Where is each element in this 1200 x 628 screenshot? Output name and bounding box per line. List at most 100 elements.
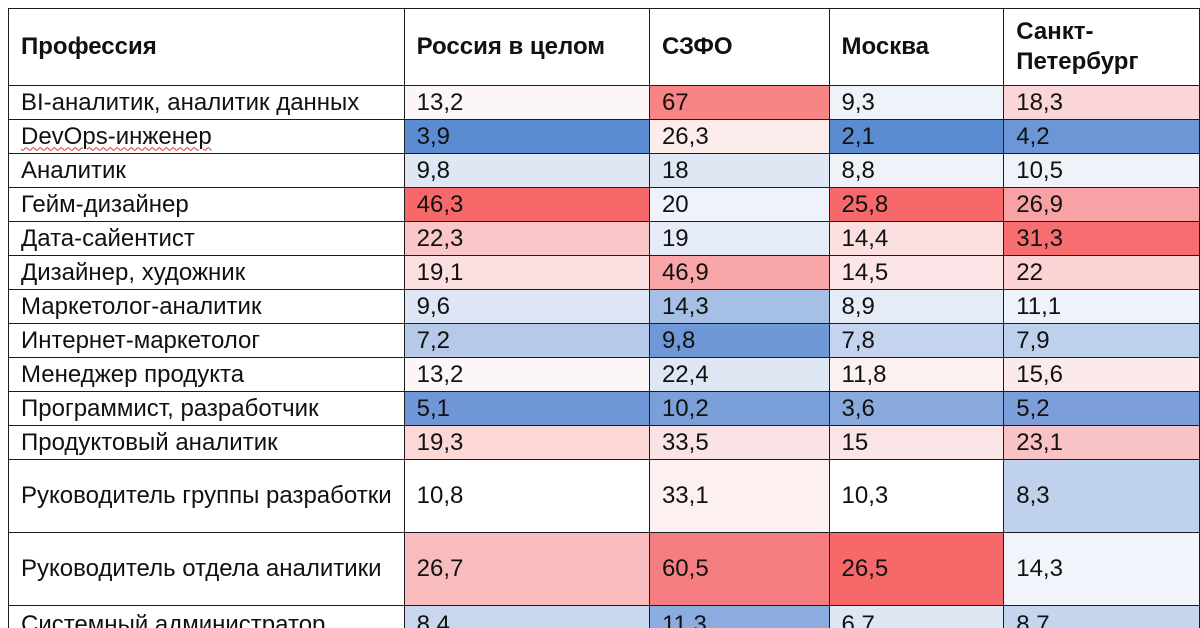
profession-label: Аналитик (21, 156, 126, 184)
profession-label: Дата-сайентист (21, 224, 195, 252)
value-cell[interactable]: 26,3 (648, 119, 830, 154)
value-cell[interactable]: 8,9 (828, 289, 1005, 324)
table-row: Менеджер продукта 13,2 22,4 11,8 15,6 (8, 357, 1200, 392)
value-cell[interactable]: 11,3 (648, 605, 830, 628)
value-cell[interactable]: 33,5 (648, 425, 830, 460)
value-cell[interactable]: 14,5 (828, 255, 1005, 290)
value-cell[interactable]: 6,7 (828, 605, 1005, 628)
profession-label: BI-аналитик, аналитик данных (21, 88, 360, 116)
value-cell[interactable]: 19,1 (403, 255, 650, 290)
profession-cell[interactable]: BI-аналитик, аналитик данных (8, 85, 405, 120)
header-szfo[interactable]: СЗФО (648, 8, 830, 86)
profession-label: Гейм-дизайнер (21, 190, 189, 218)
value-cell[interactable]: 9,6 (403, 289, 650, 324)
profession-label: Маркетолог-аналитик (21, 292, 262, 320)
value-cell[interactable]: 22,4 (648, 357, 830, 392)
header-spb[interactable]: Санкт-Петербург (1003, 8, 1200, 86)
header-moscow[interactable]: Москва (828, 8, 1005, 86)
table-row: Программист, разработчик 5,1 10,2 3,6 5,2 (8, 391, 1200, 426)
profession-cell[interactable]: Продуктовый аналитик (8, 425, 405, 460)
value-cell[interactable]: 67 (648, 85, 830, 120)
value-cell[interactable]: 3,6 (828, 391, 1005, 426)
value-cell[interactable]: 26,9 (1003, 187, 1200, 222)
value-cell[interactable]: 7,9 (1003, 323, 1200, 358)
value-cell[interactable]: 9,3 (828, 85, 1005, 120)
value-cell[interactable]: 18,3 (1003, 85, 1200, 120)
header-russia[interactable]: Россия в целом (403, 8, 650, 86)
profession-cell[interactable]: Дизайнер, художник (8, 255, 405, 290)
value-cell[interactable]: 31,3 (1003, 221, 1200, 256)
value-cell[interactable]: 9,8 (648, 323, 830, 358)
profession-cell[interactable]: Руководитель отдела аналитики (8, 532, 405, 606)
table-row: Аналитик 9,8 18 8,8 10,5 (8, 153, 1200, 188)
profession-cell[interactable]: Программист, разработчик (8, 391, 405, 426)
value-cell[interactable]: 60,5 (648, 532, 830, 606)
value-cell[interactable]: 13,2 (403, 85, 650, 120)
profession-label: Менеджер продукта (21, 360, 245, 388)
table-row: Продуктовый аналитик 19,3 33,5 15 23,1 (8, 425, 1200, 460)
value-cell[interactable]: 7,2 (403, 323, 650, 358)
profession-label: Руководитель отдела аналитики (21, 555, 382, 582)
value-cell[interactable]: 19 (648, 221, 830, 256)
table-row: Маркетолог-аналитик 9,6 14,3 8,9 11,1 (8, 289, 1200, 324)
profession-label: Руководитель группы разработки (21, 482, 392, 509)
value-cell[interactable]: 22,3 (403, 221, 650, 256)
value-cell[interactable]: 19,3 (403, 425, 650, 460)
value-cell[interactable]: 8,8 (828, 153, 1005, 188)
value-cell[interactable]: 10,5 (1003, 153, 1200, 188)
profession-label: Дизайнер, художник (21, 258, 246, 286)
table-row: Дизайнер, художник 19,1 46,9 14,5 22 (8, 255, 1200, 290)
profession-cell[interactable]: Системный администратор (8, 605, 405, 628)
value-cell[interactable]: 3,9 (403, 119, 650, 154)
value-cell[interactable]: 8,3 (1003, 459, 1200, 533)
profession-label: Системный администратор (21, 611, 326, 628)
profession-cell[interactable]: Маркетолог-аналитик (8, 289, 405, 324)
value-cell[interactable]: 11,8 (828, 357, 1005, 392)
profession-label: Продуктовый аналитик (21, 428, 278, 456)
value-cell[interactable]: 14,3 (648, 289, 830, 324)
value-cell[interactable]: 14,4 (828, 221, 1005, 256)
table-row: Руководитель группы разработки 10,8 33,1 10… (8, 459, 1200, 533)
value-cell[interactable]: 26,7 (403, 532, 650, 606)
value-cell[interactable]: 10,8 (403, 459, 650, 533)
profession-cell[interactable]: Менеджер продукта (8, 357, 405, 392)
value-cell[interactable]: 14,3 (1003, 532, 1200, 606)
profession-label: DevOps-инженер (21, 122, 212, 150)
salary-table: Профессия Россия в целом СЗФО Москва Сан… (8, 8, 1200, 628)
header-profession[interactable]: Профессия (8, 8, 405, 86)
value-cell[interactable]: 9,8 (403, 153, 650, 188)
value-cell[interactable]: 23,1 (1003, 425, 1200, 460)
value-cell[interactable]: 11,1 (1003, 289, 1200, 324)
value-cell[interactable]: 7,8 (828, 323, 1005, 358)
value-cell[interactable]: 25,8 (828, 187, 1005, 222)
value-cell[interactable]: 22 (1003, 255, 1200, 290)
value-cell[interactable]: 8,4 (403, 605, 650, 628)
value-cell[interactable]: 13,2 (403, 357, 650, 392)
profession-cell[interactable]: Руководитель группы разработки (8, 459, 405, 533)
profession-cell[interactable]: DevOps-инженер (8, 119, 405, 154)
value-cell[interactable]: 15 (828, 425, 1005, 460)
value-cell[interactable]: 5,1 (403, 391, 650, 426)
value-cell[interactable]: 10,3 (828, 459, 1005, 533)
value-cell[interactable]: 2,1 (828, 119, 1005, 154)
value-cell[interactable]: 46,9 (648, 255, 830, 290)
table-row: Интернет-маркетолог 7,2 9,8 7,8 7,9 (8, 323, 1200, 358)
header-row: Профессия Россия в целом СЗФО Москва Сан… (8, 8, 1200, 86)
table-row: BI-аналитик, аналитик данных 13,2 67 9,3 18,… (8, 85, 1200, 120)
profession-label: Интернет-маркетолог (21, 326, 261, 354)
value-cell[interactable]: 8,7 (1003, 605, 1200, 628)
value-cell[interactable]: 20 (648, 187, 830, 222)
value-cell[interactable]: 26,5 (828, 532, 1005, 606)
value-cell[interactable]: 5,2 (1003, 391, 1200, 426)
value-cell[interactable]: 33,1 (648, 459, 830, 533)
value-cell[interactable]: 15,6 (1003, 357, 1200, 392)
profession-cell[interactable]: Аналитик (8, 153, 405, 188)
table-row: Гейм-дизайнер 46,3 20 25,8 26,9 (8, 187, 1200, 222)
profession-cell[interactable]: Интернет-маркетолог (8, 323, 405, 358)
profession-cell[interactable]: Дата-сайентист (8, 221, 405, 256)
profession-cell[interactable]: Гейм-дизайнер (8, 187, 405, 222)
value-cell[interactable]: 46,3 (403, 187, 650, 222)
value-cell[interactable]: 4,2 (1003, 119, 1200, 154)
value-cell[interactable]: 18 (648, 153, 830, 188)
value-cell[interactable]: 10,2 (648, 391, 830, 426)
